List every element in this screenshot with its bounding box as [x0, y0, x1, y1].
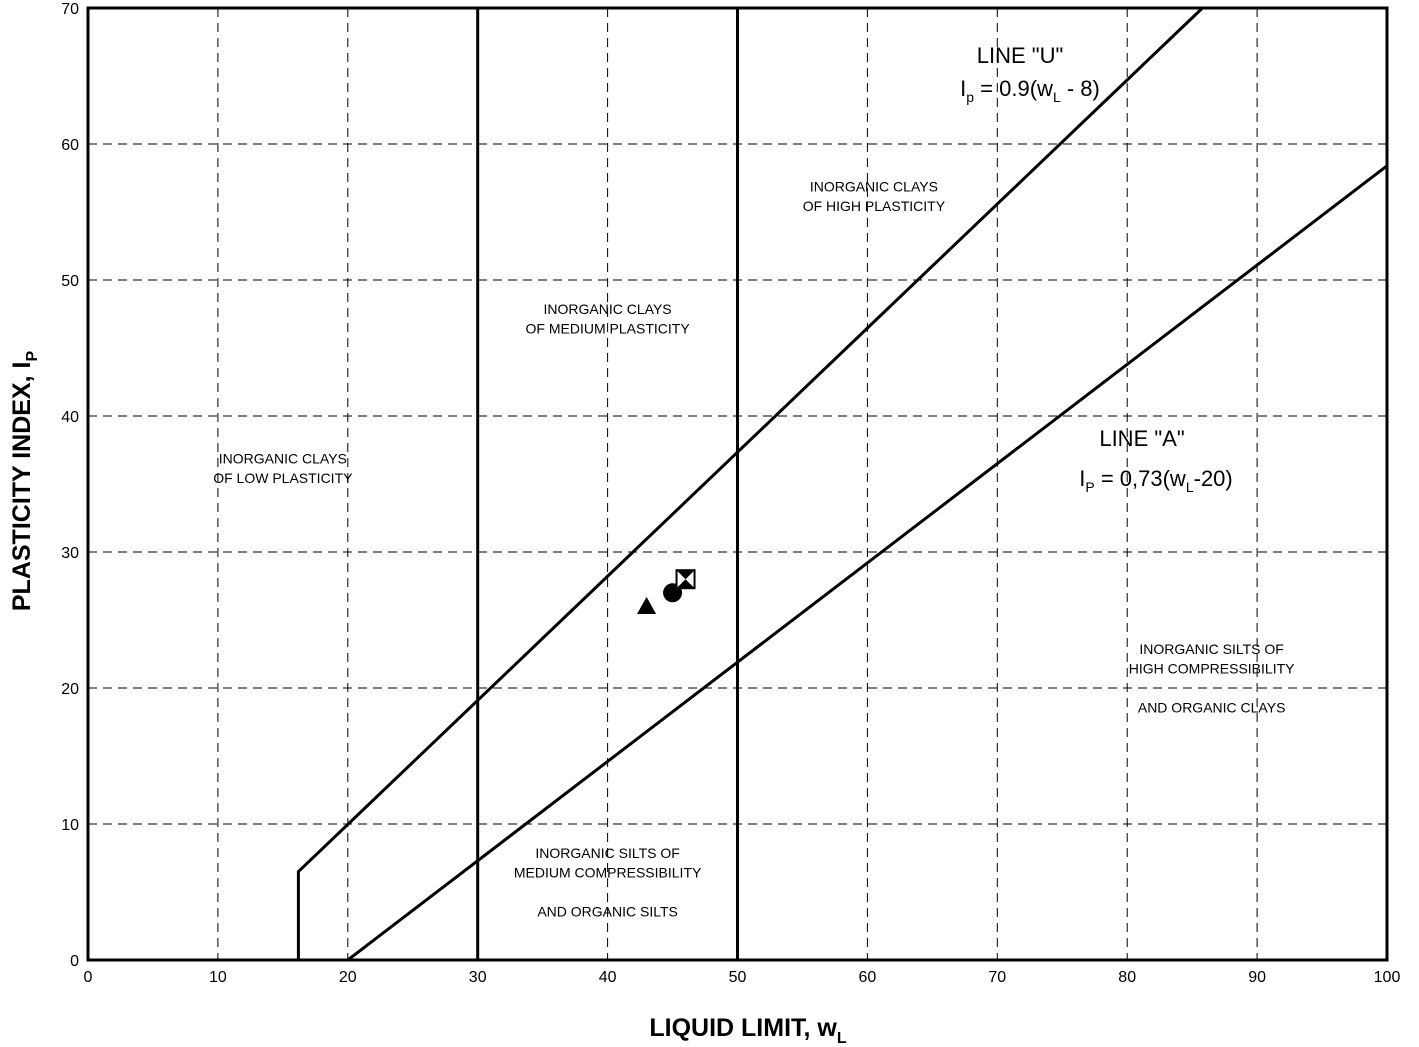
y-tick-label-10: 10	[61, 817, 79, 834]
equation-text: I	[1079, 466, 1085, 491]
data-markers	[637, 569, 696, 614]
plot-frame-border	[86, 6, 1389, 962]
boundary-lines	[476, 8, 739, 960]
x-tick-label-70: 70	[988, 969, 1006, 986]
region-label-of-low-plasticity: OF LOW PLASTICITY	[213, 470, 353, 486]
equation-subscript: L	[1053, 89, 1061, 105]
equation-text: - 8)	[1061, 76, 1100, 101]
region-label-and-organic-clays: AND ORGANIC CLAYS	[1138, 700, 1286, 716]
equation-text: I	[960, 76, 966, 101]
y-tick-label-60: 60	[61, 137, 79, 154]
region-label-inorganic-silts-of: INORGANIC SILTS OF	[1139, 641, 1283, 657]
equation-subscript: L	[1186, 479, 1194, 495]
line-equation-line-u: Ip = 0.9(wL - 8)	[960, 76, 1100, 105]
region-label-inorganic-clays: INORGANIC CLAYS	[810, 179, 938, 195]
x-tick-label-80: 80	[1118, 969, 1136, 986]
y-tick-label-50: 50	[61, 273, 79, 290]
data-point-boxed-hourglass-2	[675, 569, 696, 590]
data-point-triangle-0	[637, 596, 657, 614]
line-name-line-u: LINE "U"	[977, 43, 1064, 68]
x-tick-label-100: 100	[1374, 969, 1401, 986]
equation-text: = 0,73(w	[1095, 466, 1186, 491]
plot-frame	[86, 6, 1389, 962]
y-tick-label-70: 70	[61, 1, 79, 18]
tick-labels: 0 10 20 30 40 50 60 70 80 90 100 0 10 20 30 40 50 60 70	[61, 1, 1400, 986]
equation-subscript: p	[966, 89, 974, 105]
equation-text: -20)	[1194, 466, 1233, 491]
x-tick-label-90: 90	[1248, 969, 1266, 986]
line-line-a	[346, 164, 1388, 962]
region-label-and-organic-silts: AND ORGANIC SILTS	[537, 904, 678, 920]
region-label-high-compressibility: HIGH COMPRESSIBILITY	[1129, 661, 1295, 677]
y-tick-label-20: 20	[61, 681, 79, 698]
line-line-u	[296, 6, 1204, 960]
region-label-of-high-plasticity: OF HIGH PLASTICITY	[803, 198, 946, 214]
x-tick-label-10: 10	[209, 969, 227, 986]
line-name-line-a: LINE "A"	[1099, 426, 1184, 451]
line-equations: LINE "U"Ip = 0.9(wL - 8)LINE "A"IP = 0,7…	[960, 43, 1233, 495]
x-tick-label-30: 30	[469, 969, 487, 986]
x-tick-label-40: 40	[599, 969, 617, 986]
reference-lines	[296, 6, 1388, 962]
marker-hourglass	[676, 570, 695, 589]
region-label-medium-compressibility: MEDIUM COMPRESSIBILITY	[514, 865, 702, 881]
region-label-inorganic-clays: INORGANIC CLAYS	[544, 301, 672, 317]
y-tick-label-0: 0	[70, 953, 79, 970]
y-tick-label-40: 40	[61, 409, 79, 426]
x-tick-label-20: 20	[339, 969, 357, 986]
region-label-inorganic-clays: INORGANIC CLAYS	[219, 451, 347, 467]
line-equation-line-a: IP = 0,73(wL-20)	[1079, 466, 1233, 495]
x-tick-label-60: 60	[859, 969, 877, 986]
region-label-inorganic-silts-of: INORGANIC SILTS OF	[535, 845, 679, 861]
region-label-of-medium-plasticity: OF MEDIUM PLASTICITY	[526, 321, 691, 337]
y-tick-label-30: 30	[61, 545, 79, 562]
equation-text: = 0.9(w	[974, 76, 1053, 101]
x-tick-label-50: 50	[729, 969, 747, 986]
equation-subscript: P	[1085, 479, 1094, 495]
y-axis-title: PLASTICITY INDEX, IP	[8, 351, 41, 612]
x-tick-label-0: 0	[84, 969, 93, 986]
x-axis-title: LIQUID LIMIT, wL	[649, 1014, 847, 1047]
region-labels: INORGANIC CLAYS OF LOW PLASTICITY INORGANI…	[213, 179, 1295, 920]
